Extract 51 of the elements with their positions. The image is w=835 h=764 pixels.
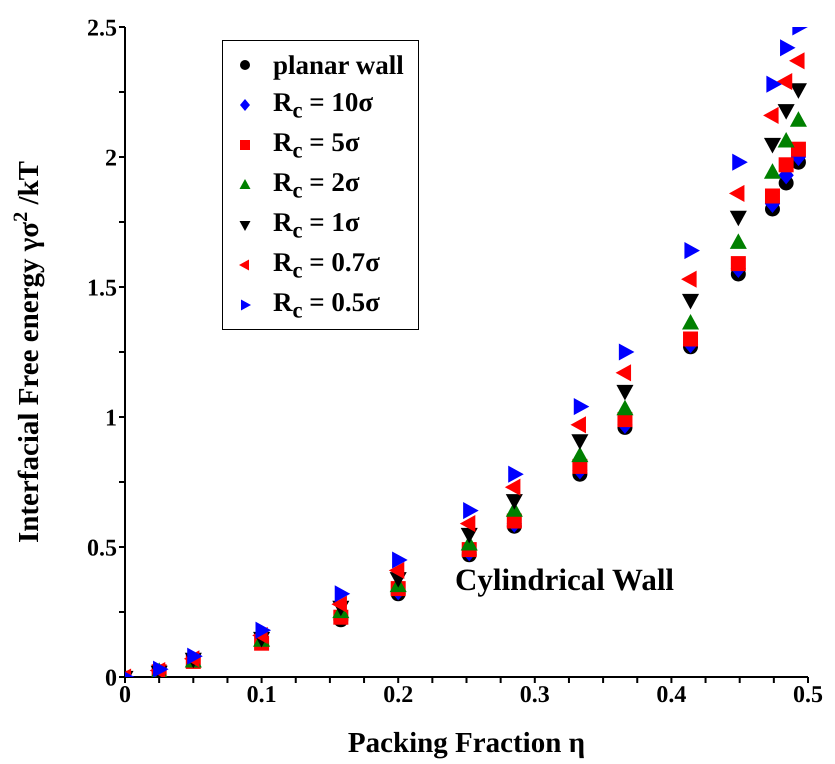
- legend-label: R$_{c}$ = 1σ: [273, 206, 360, 244]
- point: [790, 83, 807, 98]
- legend-label: R$_{c}$ = 5σ: [273, 126, 360, 164]
- point: [790, 142, 806, 157]
- point: [778, 104, 794, 120]
- y-tick-label: 0: [105, 666, 117, 692]
- point: [764, 138, 781, 153]
- point: [682, 314, 699, 330]
- point: [616, 364, 632, 381]
- point: [684, 242, 700, 259]
- x-tick-label: 0.1: [246, 682, 277, 708]
- point: [764, 107, 779, 124]
- point: [730, 210, 747, 226]
- y-tick-label: 2.5: [87, 16, 117, 42]
- annotation: Cylindrical Wall: [455, 562, 674, 598]
- point: [730, 256, 746, 272]
- point: [766, 76, 782, 92]
- point: [732, 154, 748, 170]
- point: [574, 398, 589, 415]
- point: [508, 466, 524, 482]
- x-axis-title: Packing Fraction η: [348, 727, 586, 759]
- x-tick-label: 0.4: [656, 682, 686, 708]
- legend-label: R$_{c}$ = 0.7σ: [273, 246, 380, 284]
- point: [682, 271, 697, 288]
- x-tick-label: 0.5: [793, 682, 823, 708]
- point: [460, 515, 476, 532]
- point: [256, 622, 270, 638]
- point: [616, 400, 634, 416]
- point: [187, 648, 202, 664]
- point: [777, 73, 792, 90]
- y-tick-label: 2: [105, 146, 117, 172]
- y-tick-label: 1.5: [87, 276, 117, 302]
- point: [778, 157, 794, 172]
- y-tick-label: 0.5: [87, 536, 117, 562]
- point: [683, 332, 698, 346]
- point: [334, 586, 350, 602]
- legend-label: R$_{c}$ = 0.5σ: [273, 286, 380, 324]
- point: [682, 294, 699, 309]
- point: [616, 384, 634, 400]
- point: [790, 52, 805, 69]
- x-tick-label: 0.3: [520, 682, 550, 708]
- point: [572, 434, 588, 450]
- point: [389, 562, 404, 579]
- legend-label: R$_{c}$ = 10σ: [273, 86, 374, 124]
- point: [764, 188, 780, 204]
- x-tick-label: 0.2: [383, 682, 414, 708]
- legend-label: planar wall: [273, 50, 404, 80]
- y-tick-label: 1: [105, 406, 117, 432]
- point: [618, 344, 634, 360]
- point: [572, 447, 588, 462]
- legend-label: R$_{c}$ = 2σ: [273, 166, 360, 204]
